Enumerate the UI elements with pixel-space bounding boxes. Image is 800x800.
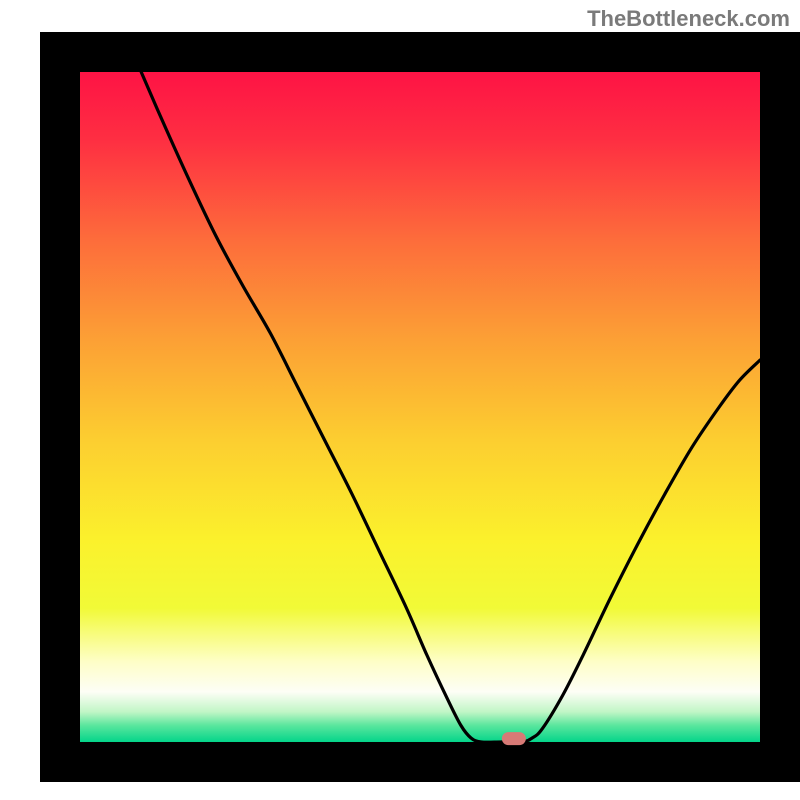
chart-svg [0, 32, 800, 800]
bottleneck-chart [0, 32, 800, 800]
optimal-marker [502, 732, 526, 745]
watermark-text: TheBottleneck.com [587, 6, 790, 32]
